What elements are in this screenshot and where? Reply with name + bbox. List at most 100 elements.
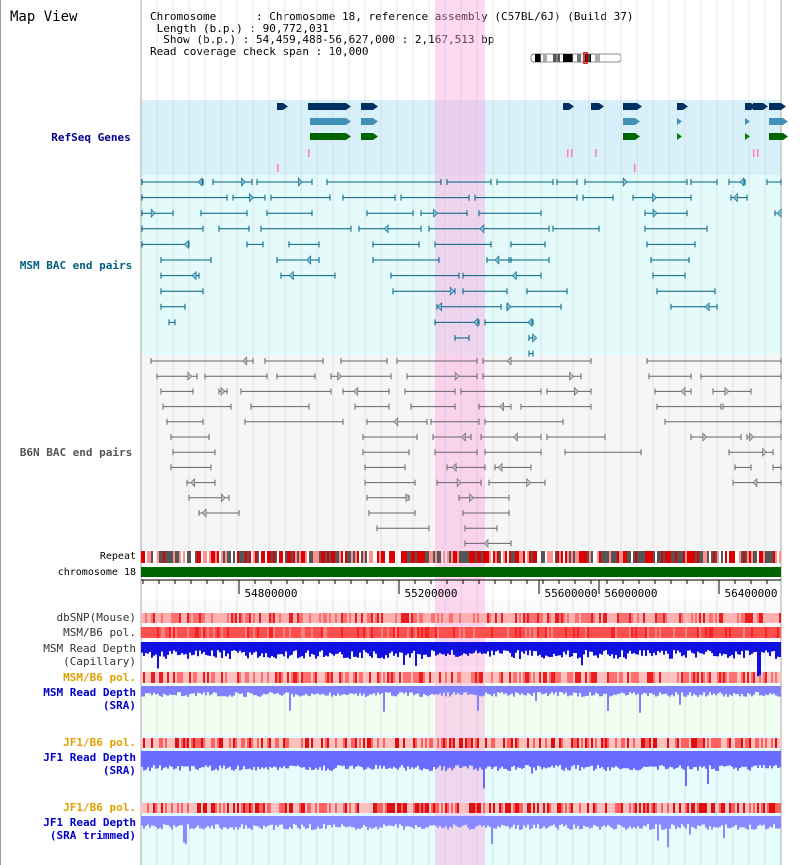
depth-bar [675,642,677,654]
heat-cell [767,803,769,813]
refseq-cds-arrow [635,133,640,140]
heat-cell [695,627,697,638]
heat-cell [259,738,261,748]
depth-bar [561,751,563,770]
heat-cell [775,613,777,623]
depth-bar [729,686,731,695]
depth-bar [577,816,579,826]
depth-bar [717,686,719,694]
heat-cell [147,803,149,813]
repeat-element [677,551,679,563]
heat-cell [711,627,713,638]
depth-bar [283,642,285,657]
heat-cell [677,613,679,623]
depth-bar [259,686,261,697]
repeat-element [245,551,247,563]
depth-bar [275,686,277,694]
depth-bar [277,751,279,771]
depth-bar [305,751,307,770]
heat-cell [425,738,427,748]
heat-cell [163,803,165,813]
depth-bar [739,751,741,769]
depth-bar [321,751,323,771]
heat-cell [517,627,519,638]
heat-cell [489,672,491,683]
depth-bar [289,816,291,828]
depth-bar [179,751,181,771]
depth-bar [241,686,243,694]
heat-cell [635,738,637,748]
depth-bar [213,816,215,829]
heat-cell [301,627,303,638]
depth-bar [315,751,317,769]
depth-bar [153,686,155,693]
heat-cell [345,627,347,638]
heat-cell [369,613,371,623]
depth-bar [343,642,345,659]
repeat-element [475,551,477,563]
heat-cell [317,672,319,683]
depth-bar [643,816,645,826]
heat-cell [227,738,229,748]
depth-bar [635,751,637,771]
depth-bar [429,751,431,771]
heat-cell [187,803,189,813]
heat-cell [625,613,627,623]
heat-cell [519,613,521,623]
heat-cell [425,627,427,638]
repeat-element [653,551,655,563]
heat-cell [641,803,643,813]
depth-bar [155,642,157,655]
heat-cell [255,738,257,748]
heat-cell [731,738,733,748]
heat-cell [583,738,585,748]
heat-cell [543,627,545,638]
depth-bar [257,642,259,658]
depth-bar [397,686,399,695]
heat-cell [515,803,517,813]
heat-cell [747,613,749,623]
heat-cell [741,672,743,683]
repeat-element [697,551,699,563]
heat-cell [679,672,681,683]
depth-bar [725,686,727,695]
heat-cell [225,613,227,623]
heat-cell [299,613,301,623]
heat-cell [583,613,585,623]
heat-cell [595,672,597,683]
heat-cell [467,803,469,813]
depth-bar [163,751,165,768]
heat-cell [557,627,559,638]
depth-bar [193,686,195,694]
heat-cell [437,627,439,638]
heat-cell [259,613,261,623]
depth-bar [409,751,411,770]
heat-cell [621,672,623,683]
heat-cell [647,803,649,813]
depth-bar [641,816,643,829]
depth-bar [757,816,759,826]
depth-bar [571,642,573,657]
depth-bar [451,751,453,771]
depth-bar [247,816,249,829]
b6n-bac-pair-arrow [393,417,399,427]
depth-bar [419,751,421,770]
heat-cell [649,613,651,623]
depth-bar [233,816,235,830]
heat-cell [261,627,263,638]
heat-cell [377,672,379,683]
depth-bar [295,686,297,695]
heat-cell [463,803,465,813]
b6n-bac-pair-arrow [337,371,343,381]
heat-cell [261,803,263,813]
heat-cell [329,627,331,638]
heat-cell [205,738,207,748]
depth-bar [149,751,151,771]
heat-cell [667,672,669,683]
depth-bar [711,816,713,830]
depth-bar [403,751,405,768]
heat-cell [161,738,163,748]
heat-cell [445,672,447,683]
msm-bac-pair-arrow [150,208,156,218]
